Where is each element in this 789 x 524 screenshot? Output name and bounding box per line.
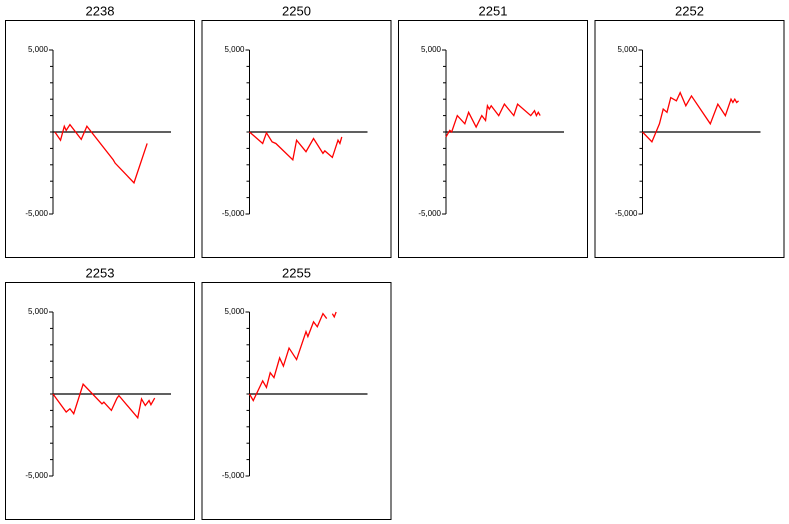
y-tick-label: 5,000 xyxy=(28,307,49,316)
series-line xyxy=(249,131,343,162)
panel-title: 2250 xyxy=(282,3,311,18)
series-line xyxy=(52,382,156,420)
y-tick-label: -5,000 xyxy=(25,471,48,480)
y-tick-label: -5,000 xyxy=(25,209,48,218)
y-tick-label: 5,000 xyxy=(224,307,245,316)
panel xyxy=(398,20,588,258)
y-tick-label: 5,000 xyxy=(28,45,49,54)
panel-title: 2253 xyxy=(86,265,115,280)
series-line xyxy=(54,123,148,185)
panel xyxy=(5,20,195,258)
panel-title: 2238 xyxy=(86,3,115,18)
series-line xyxy=(248,311,337,402)
y-tick-label: 5,000 xyxy=(617,45,638,54)
y-tick-label: 5,000 xyxy=(224,45,245,54)
y-tick-label: -5,000 xyxy=(222,471,245,480)
panel xyxy=(201,282,392,520)
y-tick-label: -5,000 xyxy=(418,209,441,218)
panel xyxy=(5,282,195,520)
panel xyxy=(201,20,392,258)
series-line xyxy=(642,91,739,144)
panel-title: 2255 xyxy=(282,265,311,280)
y-tick-label: -5,000 xyxy=(222,209,245,218)
panel-title: 2251 xyxy=(479,3,508,18)
y-tick-label: 5,000 xyxy=(421,45,442,54)
panel-title: 2252 xyxy=(675,3,704,18)
y-tick-label: -5,000 xyxy=(615,209,638,218)
panel xyxy=(594,20,785,258)
series-line xyxy=(445,102,541,138)
